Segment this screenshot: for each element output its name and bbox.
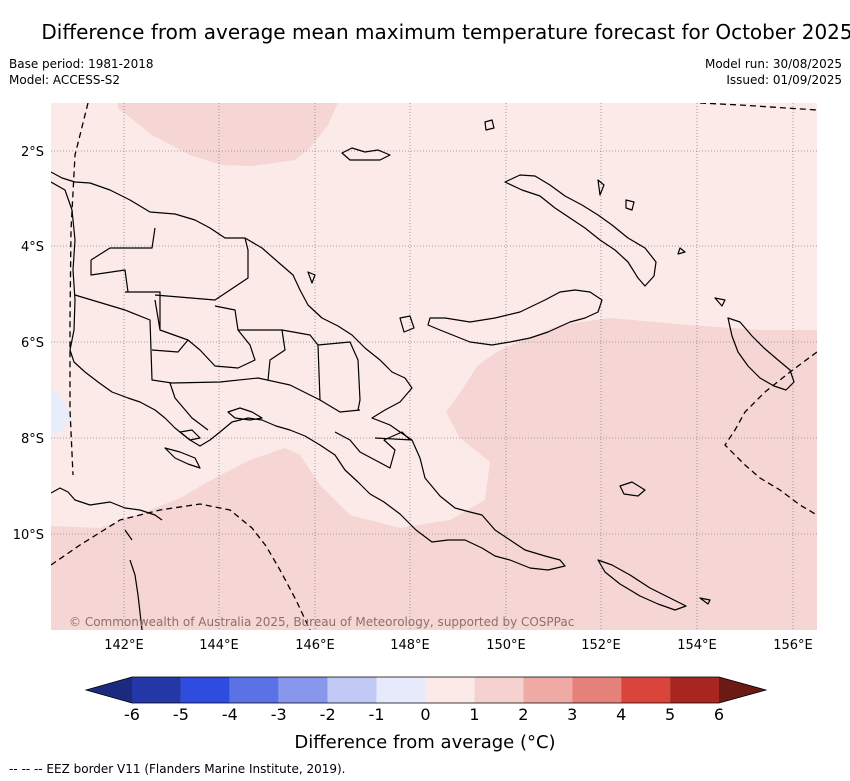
lon-tick-152e: 152°E bbox=[581, 638, 621, 653]
new-britain-coastline bbox=[427, 289, 603, 346]
dentrecasteaux-islands bbox=[597, 481, 687, 611]
eez-border-west bbox=[69, 103, 89, 476]
colorbar-tick: -5 bbox=[172, 705, 189, 724]
model-run: Model run: 30/08/2025 bbox=[704, 57, 842, 71]
colorbar-segment bbox=[132, 677, 181, 703]
eez-footnote: -- -- -- EEZ border V11 (Flanders Marine… bbox=[9, 762, 346, 776]
colorbar-segment bbox=[572, 677, 622, 703]
colorbar-segment bbox=[670, 677, 719, 703]
copyright-notice: © Commonwealth of Australia 2025, Bureau… bbox=[69, 615, 574, 629]
colorbar-tick: 3 bbox=[567, 705, 578, 724]
lon-tick-154e: 154°E bbox=[677, 638, 717, 653]
colorbar-segment bbox=[425, 677, 475, 703]
anomaly-1-2-region-north bbox=[118, 103, 338, 166]
map-area: © Commonwealth of Australia 2025, Bureau… bbox=[51, 103, 817, 630]
new-ireland-coastline bbox=[504, 174, 657, 287]
colorbar-segment bbox=[229, 677, 279, 703]
colorbar-segment bbox=[376, 677, 426, 703]
anomaly-1-2-region-southeast bbox=[51, 318, 817, 630]
model-name: Model: ACCESS-S2 bbox=[9, 73, 121, 87]
lon-tick-144e: 144°E bbox=[199, 638, 239, 653]
eez-border-north bbox=[699, 103, 817, 111]
colorbar-segment bbox=[523, 677, 573, 703]
small-islands bbox=[307, 119, 726, 605]
land-outlines bbox=[51, 119, 795, 630]
colorbar-segment bbox=[474, 677, 524, 703]
colorbar-segment bbox=[278, 677, 328, 703]
colorbar-label: Difference from average (°C) bbox=[294, 732, 556, 753]
eez-border-south bbox=[51, 503, 311, 630]
anomaly-minus1-0-region bbox=[51, 385, 72, 436]
manus-coastline bbox=[341, 147, 391, 161]
colorbar-tick: -3 bbox=[270, 705, 287, 724]
lon-tick-148e: 148°E bbox=[390, 638, 430, 653]
colorbar-segment bbox=[180, 677, 230, 703]
colorbar-tick: 0 bbox=[420, 705, 431, 724]
base-period: Base period: 1981-2018 bbox=[9, 57, 154, 71]
colorbar-tick: -6 bbox=[124, 705, 140, 724]
eez-borders bbox=[51, 103, 817, 630]
lat-tick-8s: 8°S bbox=[21, 432, 44, 447]
fly-delta-islands bbox=[164, 407, 263, 469]
lat-tick-10s: 10°S bbox=[13, 528, 44, 543]
graticule bbox=[51, 103, 817, 630]
lon-tick-156e: 156°E bbox=[773, 638, 813, 653]
lon-tick-146e: 146°E bbox=[295, 638, 335, 653]
lon-tick-150e: 150°E bbox=[486, 638, 526, 653]
eez-border-east bbox=[724, 351, 817, 516]
colorbar-segment bbox=[327, 677, 377, 703]
colorbar-tick: 2 bbox=[518, 705, 529, 724]
province-borders bbox=[74, 227, 413, 469]
colorbar-segment bbox=[621, 677, 671, 703]
colorbar-underflow-arrow bbox=[86, 677, 132, 703]
colorbar-tick: 1 bbox=[469, 705, 480, 724]
colorbar-outline bbox=[84, 676, 768, 704]
colorbar-tick: -2 bbox=[319, 705, 336, 724]
colorbar-tick: 4 bbox=[616, 705, 627, 724]
colorbar-tick: -4 bbox=[221, 705, 238, 724]
map-title: Difference from average mean maximum tem… bbox=[41, 20, 850, 44]
colorbar-overflow-arrow bbox=[719, 677, 766, 703]
colorbar bbox=[84, 676, 768, 704]
issued-date: Issued: 01/09/2025 bbox=[726, 73, 842, 87]
meta-left: Base period: 1981-2018 Model: ACCESS-S2 bbox=[9, 56, 154, 88]
lat-tick-2s: 2°S bbox=[21, 145, 44, 160]
meta-right: Model run: 30/08/2025 Issued: 01/09/2025 bbox=[705, 56, 842, 88]
new-guinea-coastline bbox=[51, 171, 566, 571]
bougainville-coastline bbox=[727, 317, 795, 391]
colorbar-tick: 6 bbox=[713, 705, 725, 724]
colorbar-tick: -1 bbox=[368, 705, 385, 724]
colorbar-tick: 5 bbox=[664, 705, 676, 724]
lat-tick-6s: 6°S bbox=[21, 336, 44, 351]
lon-tick-142e: 142°E bbox=[104, 638, 144, 653]
lat-tick-4s: 4°S bbox=[21, 240, 44, 255]
